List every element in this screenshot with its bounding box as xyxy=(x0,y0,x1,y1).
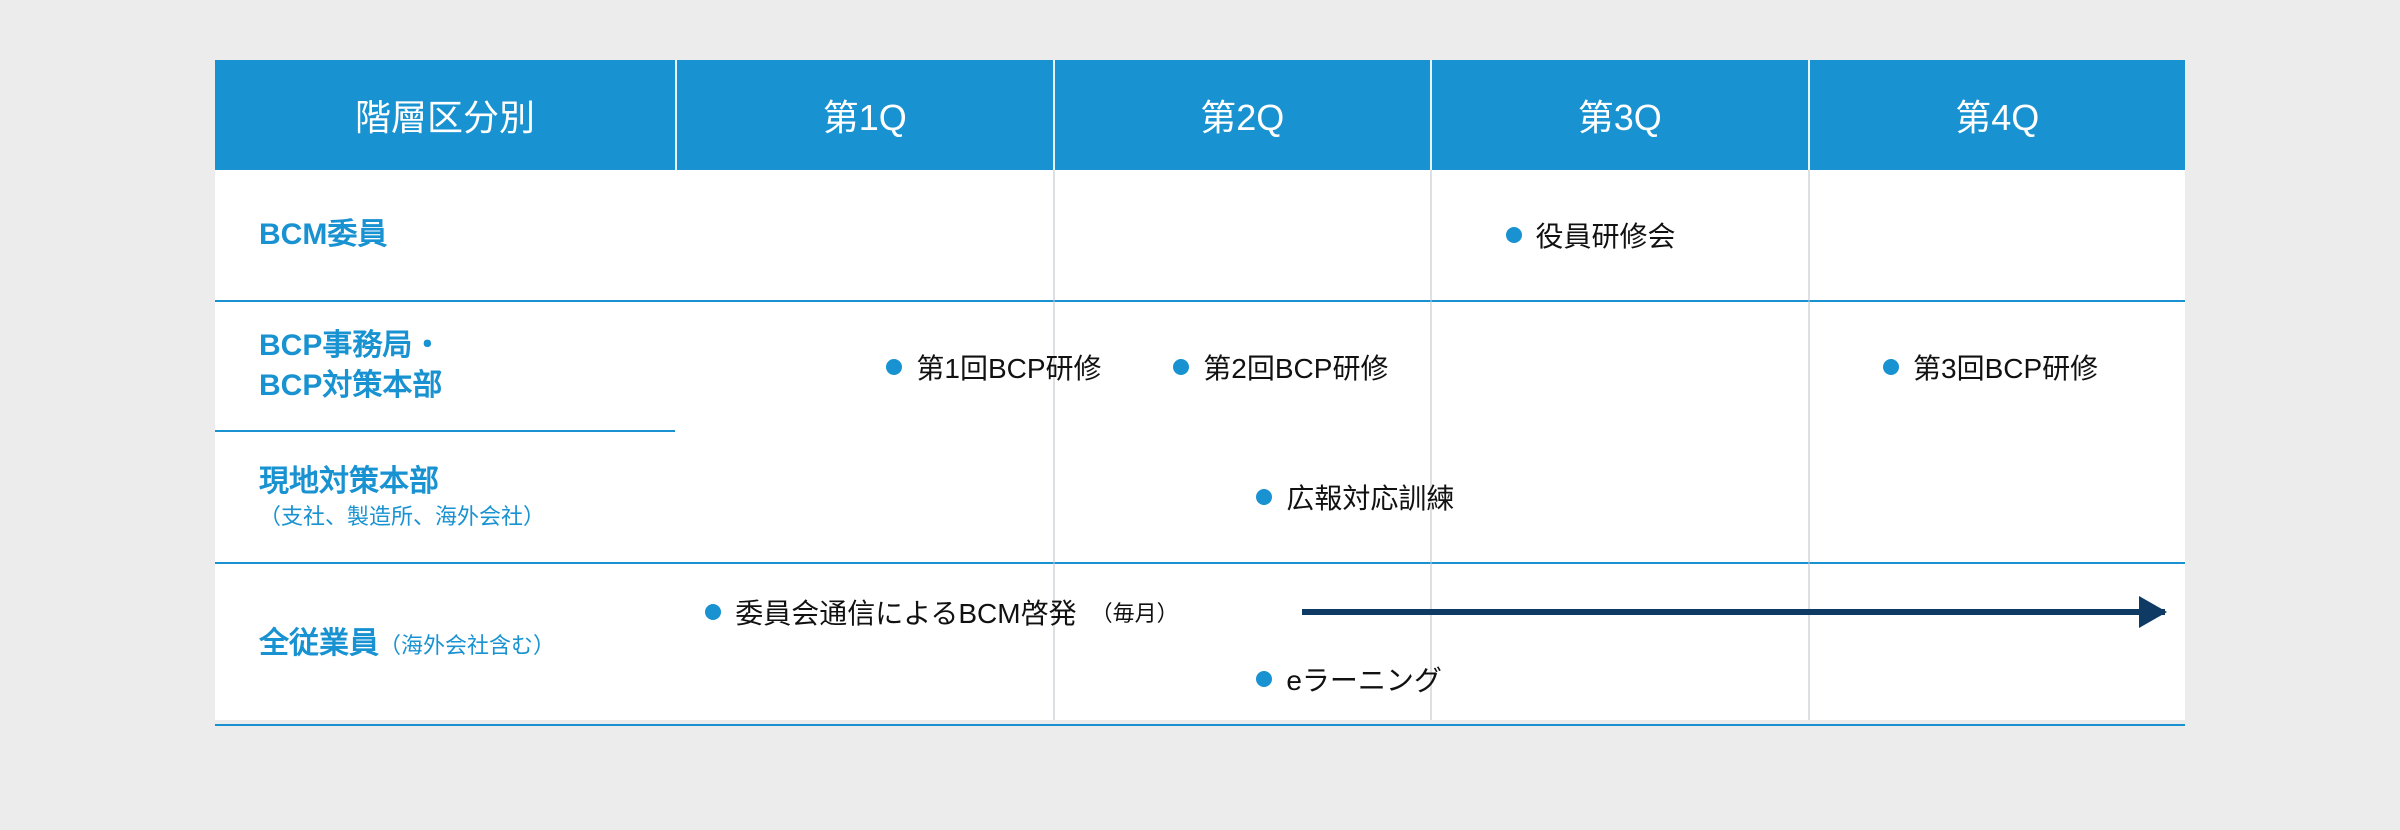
header-label: 階層区分別 xyxy=(215,60,675,170)
header-q1: 第1Q xyxy=(675,60,1053,170)
row-label-main-2: BCP対策本部 xyxy=(259,366,675,407)
bullet-icon xyxy=(1883,359,1899,375)
schedule-item-text: 第2回BCP研修 xyxy=(1203,347,1388,387)
schedule-item-text: eラーニング xyxy=(1286,659,1442,699)
schedule-item: 広報対応訓練 xyxy=(1256,477,1454,517)
row-label: 現地対策本部（支社、製造所、海外会社） xyxy=(215,432,675,562)
schedule-item: 委員会通信によるBCM啓発 （毎月） xyxy=(705,592,1178,632)
schedule-item: 第3回BCP研修 xyxy=(1883,347,2098,387)
schedule-item-text: 第1回BCP研修 xyxy=(916,347,1101,387)
bullet-icon xyxy=(886,359,902,375)
table-row: 現地対策本部（支社、製造所、海外会社） 広報対応訓練 xyxy=(215,432,2185,564)
row-label-sub: （海外会社含む） xyxy=(379,633,555,658)
header-q4: 第4Q xyxy=(1808,60,2186,170)
schedule-body: BCM委員 役員研修会 BCP事務局・BCP対策本部 第1回BCP研修 第2回BCP研修… xyxy=(215,170,2185,720)
row-label: 全従業員（海外会社含む） xyxy=(215,564,675,724)
schedule-item-text: 委員会通信によるBCM啓発 xyxy=(735,592,1076,632)
header-q2: 第2Q xyxy=(1053,60,1431,170)
canvas: 階層区分別 第1Q 第2Q 第3Q 第4Q BCM委員役員研修会BCP事務局・B… xyxy=(0,0,2400,830)
row-label-sub: （支社、製造所、海外会社） xyxy=(259,502,675,532)
timeline-arrow-icon xyxy=(1302,609,2165,615)
schedule-item-text: 第3回BCP研修 xyxy=(1913,347,2098,387)
schedule-item-text: 広報対応訓練 xyxy=(1286,477,1454,517)
row-label: BCM委員 xyxy=(215,170,675,300)
row-label-main: 現地対策本部 xyxy=(259,462,675,503)
schedule-item-paren: （毎月） xyxy=(1091,596,1179,628)
schedule-item: 役員研修会 xyxy=(1506,215,1676,255)
table-row: 全従業員（海外会社含む） 委員会通信によるBCM啓発 （毎月） eラーニング xyxy=(215,564,2185,726)
table-row: BCM委員 役員研修会 xyxy=(215,170,2185,302)
schedule-item: 第2回BCP研修 xyxy=(1173,347,1388,387)
row-track: 広報対応訓練 xyxy=(675,432,2185,562)
row-track: 役員研修会 xyxy=(675,170,2185,300)
bullet-icon xyxy=(1506,227,1522,243)
header-row: 階層区分別 第1Q 第2Q 第3Q 第4Q xyxy=(215,60,2185,170)
bullet-icon xyxy=(705,604,721,620)
bullet-icon xyxy=(1256,489,1272,505)
row-label: BCP事務局・BCP対策本部 xyxy=(215,302,675,432)
schedule-item: eラーニング xyxy=(1256,659,1442,699)
row-track: 委員会通信によるBCM啓発 （毎月） eラーニング xyxy=(675,564,2185,724)
bullet-icon xyxy=(1173,359,1189,375)
row-label-main: BCM委員 xyxy=(259,215,675,256)
bullet-icon xyxy=(1256,671,1272,687)
row-track: 第1回BCP研修 第2回BCP研修 第3回BCP研修 xyxy=(675,302,2185,432)
header-q3: 第3Q xyxy=(1430,60,1808,170)
row-label-main: 全従業員 xyxy=(259,627,379,660)
schedule-item: 第1回BCP研修 xyxy=(886,347,1101,387)
table-row: BCP事務局・BCP対策本部 第1回BCP研修 第2回BCP研修 第3回BCP研修 xyxy=(215,302,2185,432)
schedule-table: 階層区分別 第1Q 第2Q 第3Q 第4Q BCM委員役員研修会BCP事務局・B… xyxy=(215,60,2185,720)
row-label-main: BCP事務局・ xyxy=(259,326,675,367)
schedule-item-text: 役員研修会 xyxy=(1536,215,1676,255)
